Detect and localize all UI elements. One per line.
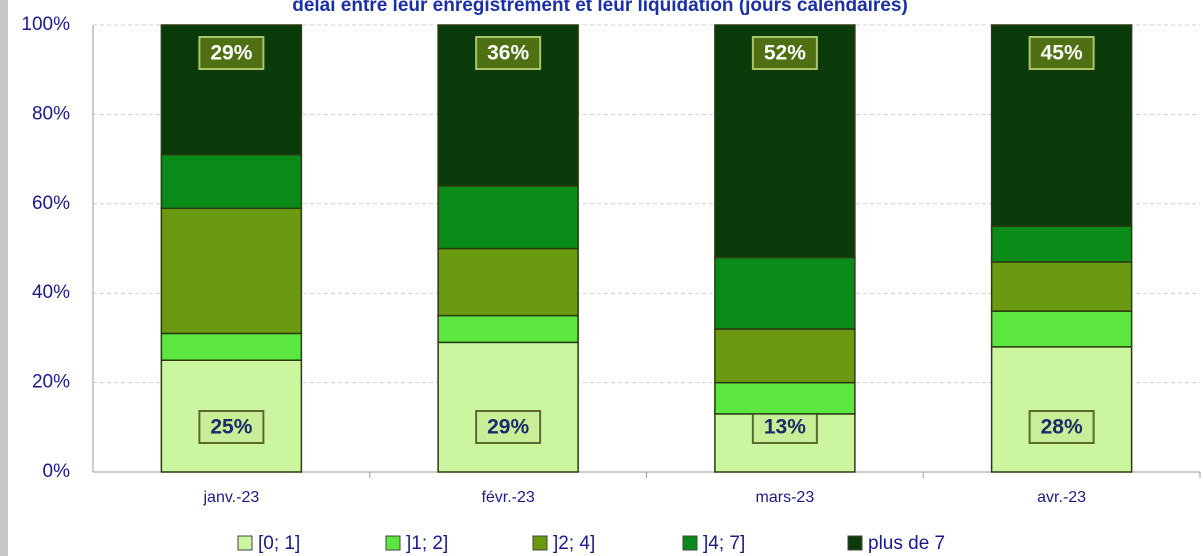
legend-label: ]2; 4] bbox=[553, 533, 595, 554]
bar-segment bbox=[990, 310, 1133, 348]
bar-segment bbox=[990, 225, 1133, 263]
label-box bbox=[475, 410, 542, 444]
x-tick-label: avr.-23 bbox=[1037, 489, 1086, 506]
bar-segment bbox=[714, 328, 856, 384]
data-label: 13% bbox=[764, 416, 806, 439]
data-label: 36% bbox=[487, 42, 529, 65]
legend-swatch bbox=[385, 535, 401, 551]
bar-segment bbox=[437, 247, 579, 317]
legend-swatch bbox=[237, 535, 253, 551]
legend-label: [0; 1] bbox=[258, 533, 300, 554]
y-tick-label: 0% bbox=[43, 461, 71, 482]
bar-segment bbox=[437, 185, 579, 250]
data-label: 29% bbox=[210, 42, 252, 65]
legend-label: ]4; 7] bbox=[703, 533, 745, 554]
bar-segment bbox=[160, 332, 303, 361]
y-tick-label: 60% bbox=[32, 193, 70, 214]
bar-segment bbox=[990, 346, 1133, 473]
data-label: 29% bbox=[487, 416, 529, 439]
x-tick-label: févr.-23 bbox=[481, 489, 534, 506]
y-tick-label: 40% bbox=[32, 282, 70, 303]
chart-title: délai entre leur enregistrement et leur … bbox=[292, 0, 908, 16]
bar-segment bbox=[437, 341, 579, 473]
label-box bbox=[751, 410, 818, 444]
y-tick-label: 80% bbox=[32, 103, 70, 124]
bar-segment bbox=[437, 314, 579, 344]
label-box bbox=[751, 36, 818, 70]
y-tick-label: 20% bbox=[32, 372, 70, 393]
legend-swatch bbox=[532, 535, 548, 551]
data-label: 25% bbox=[210, 416, 252, 439]
legend-label: ]1; 2] bbox=[406, 533, 448, 554]
data-label: 28% bbox=[1041, 416, 1083, 439]
data-label: 45% bbox=[1041, 42, 1083, 65]
data-label: 52% bbox=[764, 42, 806, 65]
label-box bbox=[198, 410, 265, 444]
label-box bbox=[1028, 36, 1095, 70]
y-tick-label: 100% bbox=[21, 14, 70, 35]
bar-segment bbox=[160, 153, 303, 210]
bar-segment bbox=[160, 207, 303, 335]
bar-segment bbox=[714, 256, 856, 330]
label-box bbox=[475, 36, 542, 70]
x-tick-label: janv.-23 bbox=[203, 489, 260, 506]
bar-segment bbox=[990, 261, 1133, 312]
legend-swatch bbox=[847, 535, 863, 551]
legend-label: plus de 7 bbox=[868, 533, 945, 554]
legend-swatch bbox=[682, 535, 698, 551]
label-box bbox=[1028, 410, 1095, 444]
bar-segment bbox=[714, 381, 856, 415]
x-tick-label: mars-23 bbox=[756, 489, 815, 506]
label-box bbox=[198, 36, 265, 70]
frame-edge bbox=[0, 0, 8, 556]
